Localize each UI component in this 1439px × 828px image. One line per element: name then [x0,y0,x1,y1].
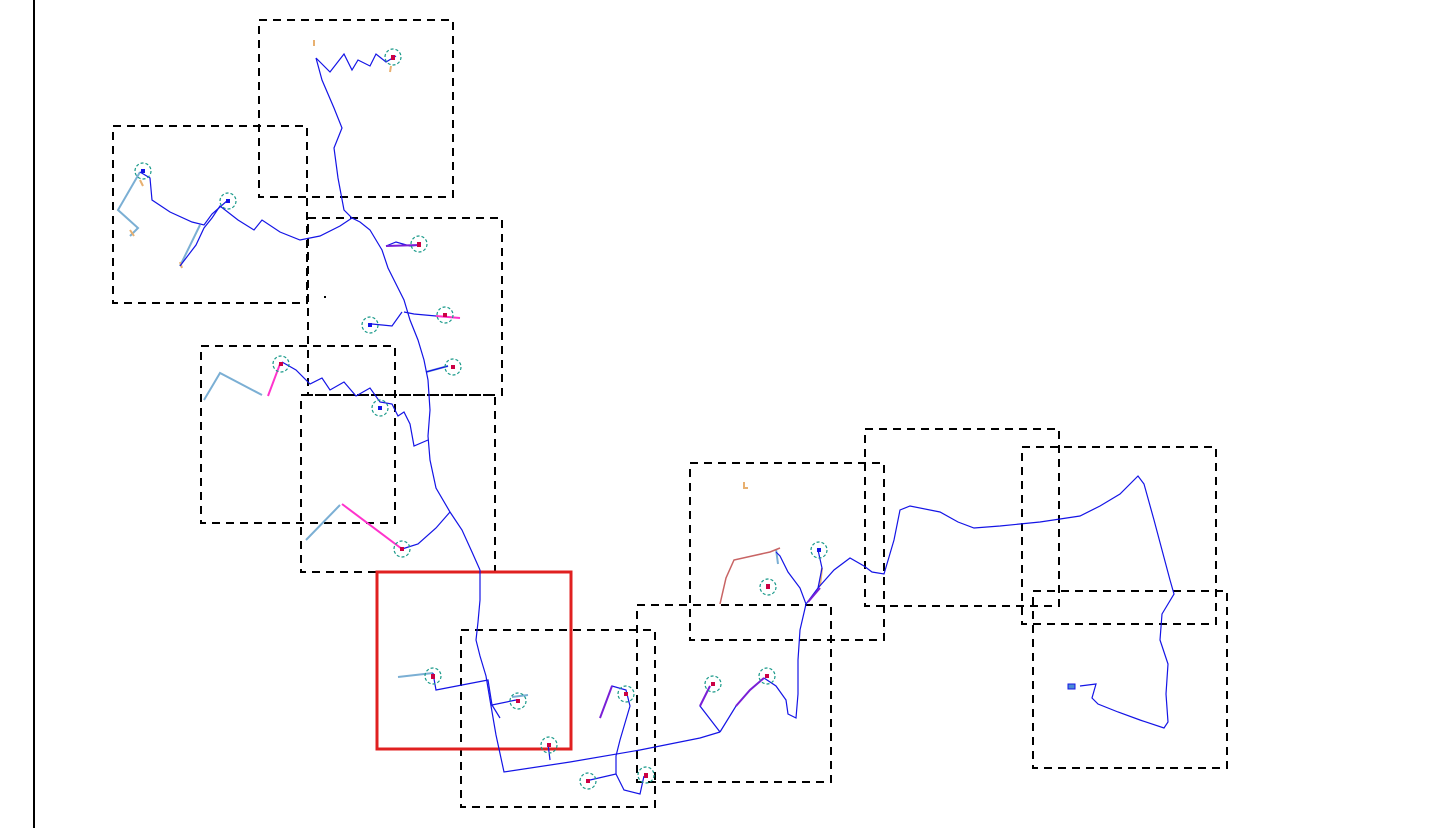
endpoint-ring[interactable] [424,667,442,685]
tile-frame[interactable] [200,345,396,524]
endpoint-ring[interactable] [444,358,462,376]
endpoint-ring[interactable] [704,675,722,693]
endpoint-ring[interactable] [134,162,152,180]
tile-frame[interactable] [1032,590,1228,769]
endpoint-ring[interactable] [637,766,655,784]
pink-branches [267,315,461,550]
endpoint-ring[interactable] [393,540,411,558]
tile-frame[interactable] [258,19,454,198]
tile-frame[interactable] [689,462,885,641]
endpoint-ring[interactable] [810,541,828,559]
tile-frame[interactable] [460,629,656,808]
endpoint-rings [134,48,828,790]
tile-frame[interactable] [112,125,308,304]
endpoint-ring[interactable] [436,306,454,324]
endpoint-ring[interactable] [410,235,428,253]
endpoint-ring[interactable] [579,772,597,790]
endpoint-ring[interactable] [361,316,379,334]
orange-marks [129,40,823,587]
endpoint-ring[interactable] [758,667,776,685]
red-line [719,547,781,605]
tile-frame[interactable] [1021,446,1217,625]
endpoint-ring[interactable] [509,692,527,710]
left-frame-border [33,0,35,828]
endpoint-ring[interactable] [540,736,558,754]
endpoint-ring[interactable] [371,399,389,417]
main-network [139,52,1175,795]
selected-tile-frame[interactable] [375,570,573,751]
endpoint-ring[interactable] [759,578,777,596]
tile-frames [112,19,1228,808]
purple-branches [385,244,821,719]
endpoint-ring[interactable] [384,48,402,66]
endpoint-ring[interactable] [617,685,635,703]
endpoint-ring[interactable] [272,355,290,373]
tile-frame[interactable] [636,604,832,783]
service-lines [116,171,779,698]
tile-frame[interactable] [864,428,1060,607]
endpoint-markers [141,55,1076,783]
endpoint-ring[interactable] [219,192,237,210]
